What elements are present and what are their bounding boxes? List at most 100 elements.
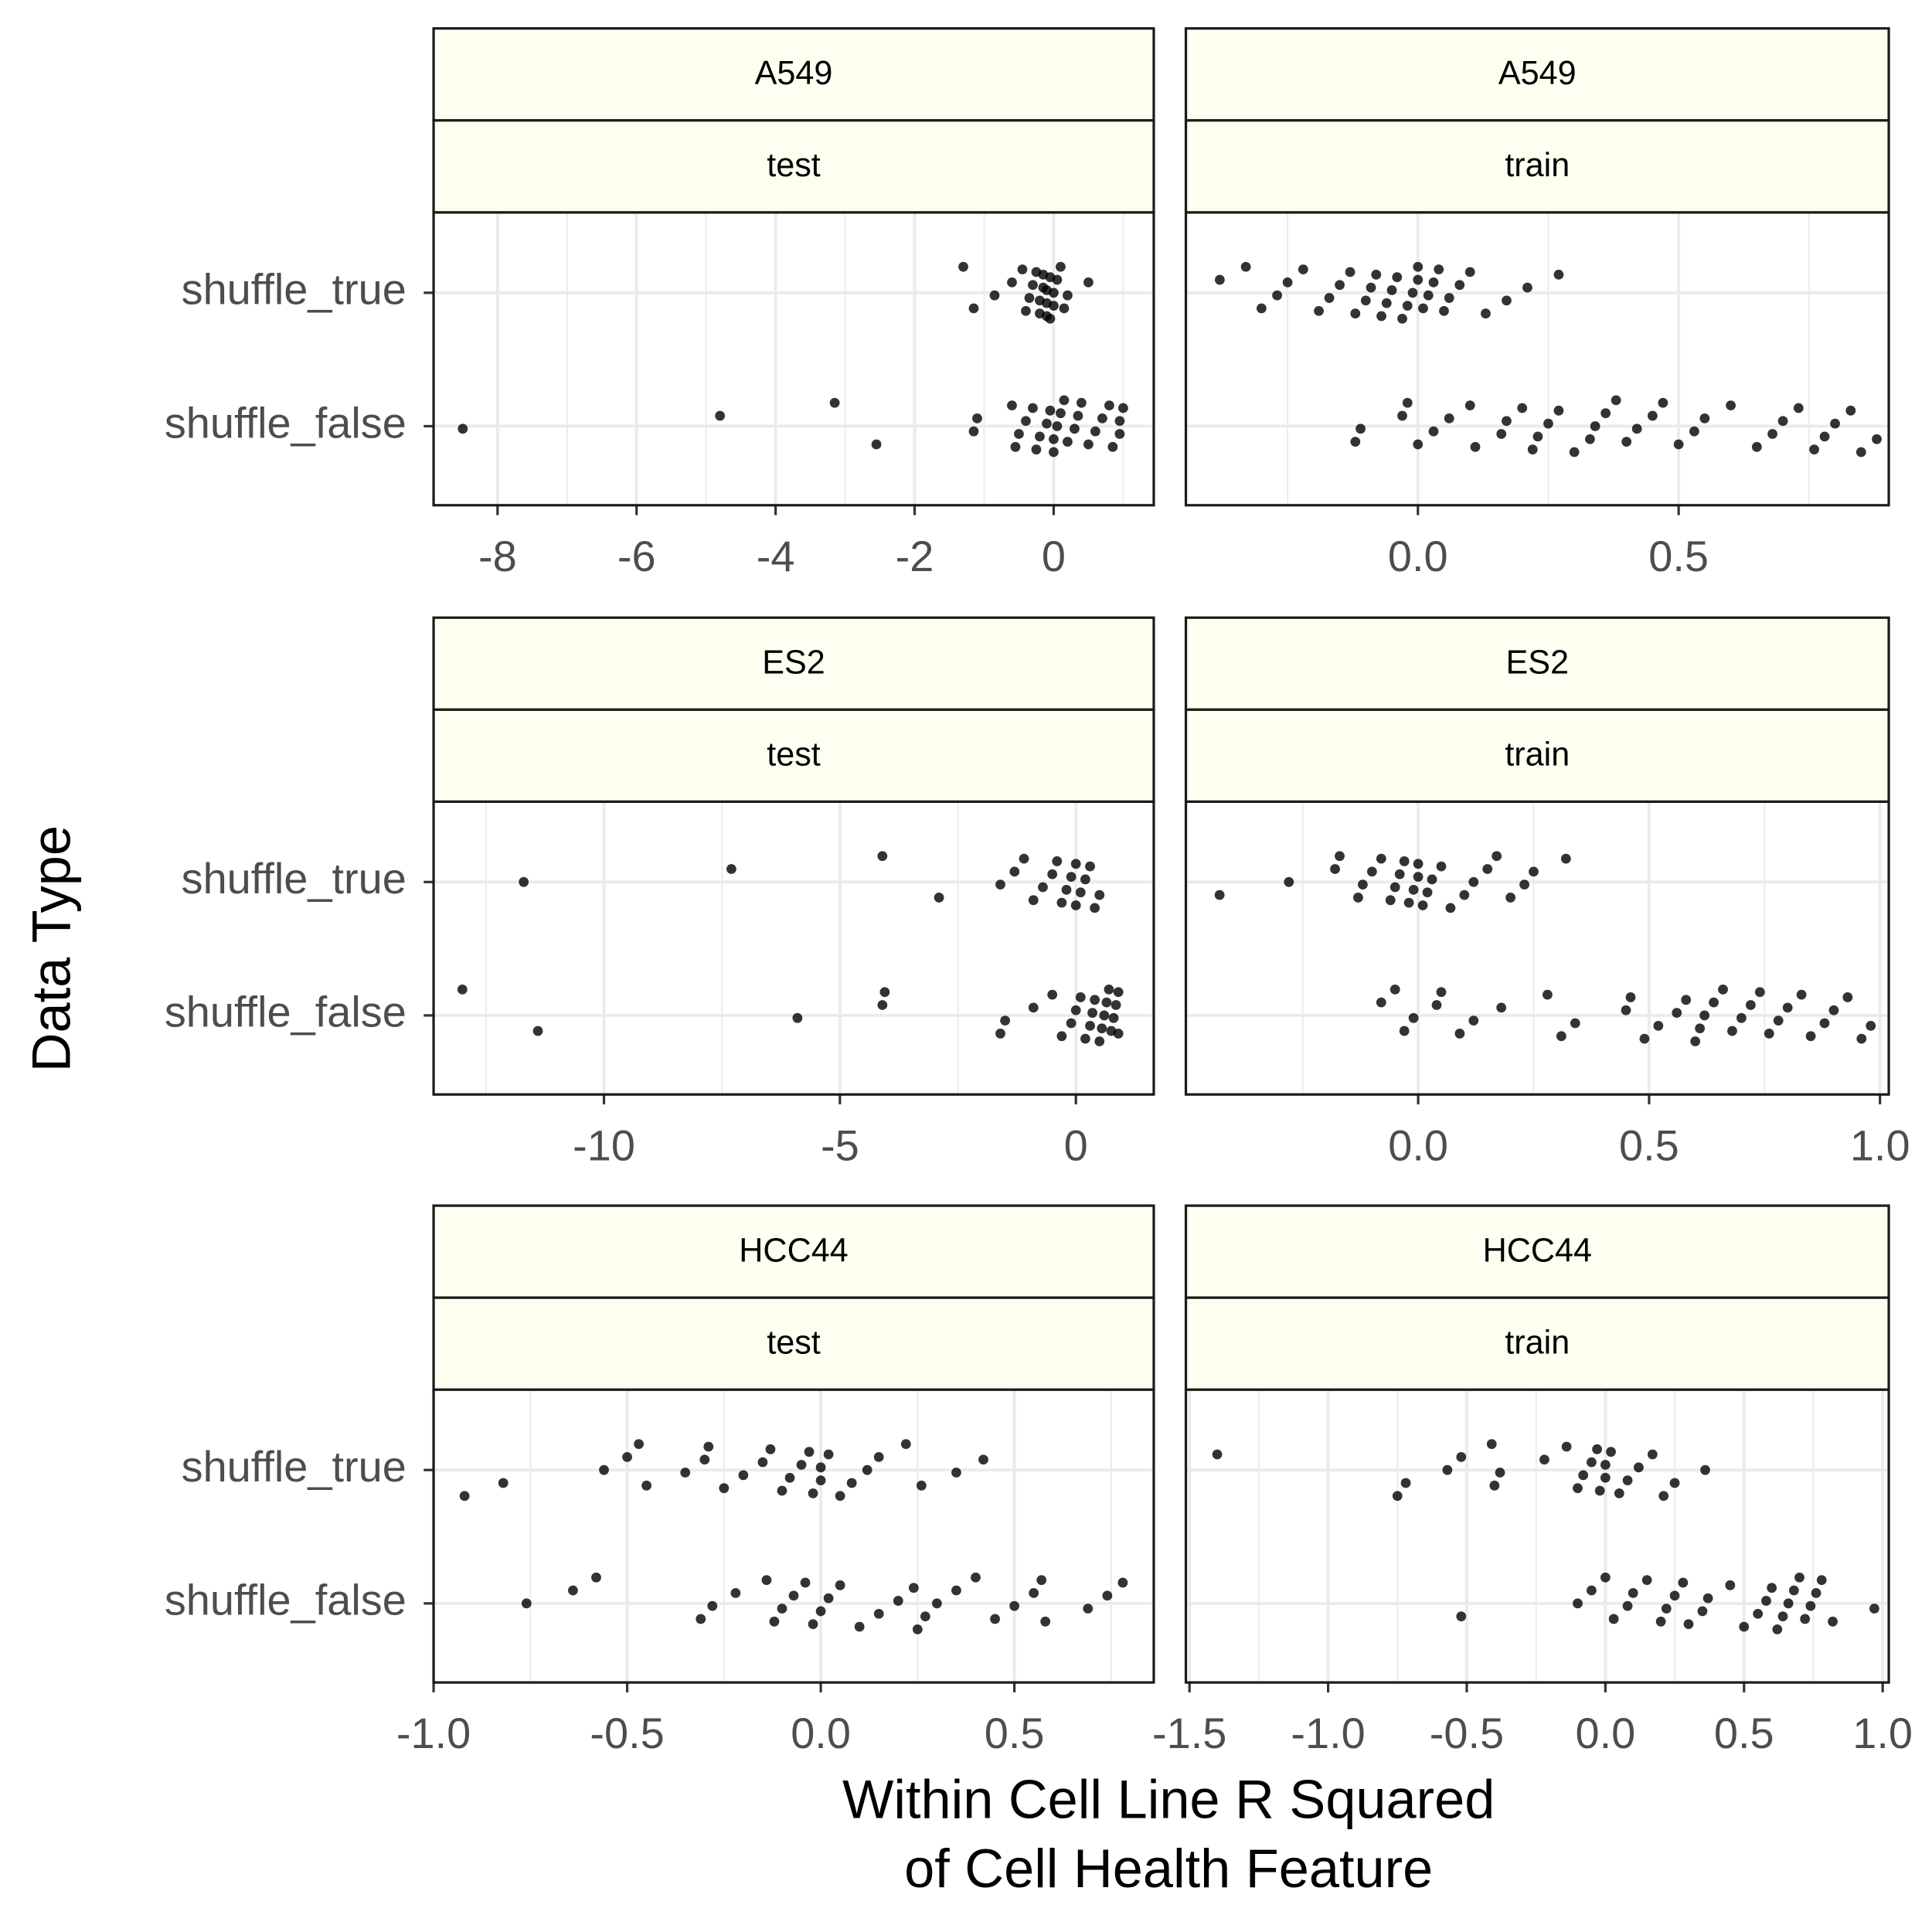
point — [1492, 851, 1502, 862]
point — [1214, 889, 1225, 900]
point — [1811, 1587, 1821, 1598]
point — [916, 1480, 927, 1491]
point — [835, 1491, 845, 1502]
point — [877, 1000, 888, 1010]
point — [519, 876, 529, 887]
panel-border — [432, 800, 1155, 1096]
point — [1094, 889, 1105, 900]
point — [1725, 1580, 1736, 1590]
point — [634, 1439, 644, 1449]
point — [1376, 997, 1386, 1008]
point — [1809, 444, 1819, 455]
point — [707, 1600, 718, 1611]
point — [1788, 1585, 1799, 1596]
point — [815, 1606, 826, 1617]
point — [1828, 1616, 1838, 1627]
point — [995, 1029, 1005, 1039]
point — [1783, 1598, 1794, 1609]
point — [1107, 441, 1118, 452]
strip-label: A549 — [1498, 55, 1577, 92]
point — [804, 1447, 815, 1458]
point — [893, 1596, 903, 1606]
point — [808, 1619, 818, 1630]
panel-border — [1184, 211, 1890, 507]
point — [1527, 444, 1538, 455]
point — [854, 1621, 865, 1632]
point — [1611, 395, 1621, 406]
point — [1678, 1577, 1689, 1588]
point — [521, 1598, 532, 1609]
point — [1641, 1575, 1652, 1585]
facet-strip — [432, 119, 1155, 214]
point — [457, 423, 468, 434]
x-tick-label: 1.0 — [1852, 1709, 1913, 1757]
panel-bg — [1185, 801, 1889, 1095]
point — [1600, 1460, 1611, 1470]
point — [1436, 987, 1447, 998]
panel-border — [432, 1388, 1155, 1684]
panel-bg — [1185, 212, 1889, 505]
point — [1056, 261, 1066, 272]
strip-label: test — [767, 147, 821, 184]
point — [1394, 869, 1405, 879]
point — [1104, 400, 1114, 411]
point — [912, 1624, 923, 1634]
point — [1080, 1033, 1090, 1044]
point — [1529, 866, 1539, 877]
point — [1021, 416, 1031, 427]
point — [1828, 1005, 1839, 1015]
x-axis-title: Within Cell Line R Squared — [842, 1768, 1495, 1829]
point — [1753, 1608, 1764, 1619]
point — [1639, 1033, 1650, 1044]
point — [1014, 429, 1024, 439]
point — [1539, 1454, 1549, 1465]
point — [1658, 1491, 1669, 1502]
point — [1049, 287, 1059, 298]
panel-border — [432, 211, 1155, 507]
point — [726, 864, 736, 874]
panel-bg — [434, 1389, 1154, 1683]
point — [1314, 305, 1324, 316]
point — [1517, 403, 1528, 413]
x-tick-label: 0 — [1064, 1121, 1088, 1169]
point — [1470, 441, 1481, 452]
point — [1570, 1018, 1580, 1029]
point — [1689, 426, 1699, 437]
point — [1697, 1606, 1708, 1617]
point — [1553, 405, 1564, 416]
point — [1772, 1624, 1783, 1634]
facet-strip — [432, 1296, 1155, 1391]
point — [1543, 989, 1553, 1000]
point — [1606, 1447, 1616, 1458]
point — [1819, 431, 1830, 442]
point — [1543, 418, 1553, 429]
point — [1413, 872, 1423, 882]
x-tick-label: -6 — [617, 532, 656, 580]
point — [1413, 859, 1423, 869]
point — [1090, 903, 1100, 913]
point — [1056, 897, 1067, 908]
point — [1070, 859, 1081, 869]
point — [1655, 1616, 1666, 1627]
point — [1031, 444, 1042, 455]
point — [1066, 872, 1077, 882]
strip-label: HCC44 — [739, 1232, 848, 1269]
point — [1417, 900, 1428, 910]
point — [1090, 995, 1100, 1005]
point — [1872, 434, 1882, 444]
point — [1751, 441, 1762, 452]
point — [1590, 421, 1600, 431]
point — [1594, 1485, 1605, 1496]
point — [1049, 447, 1059, 457]
strip-label: train — [1505, 736, 1570, 773]
point — [1028, 1002, 1039, 1013]
point — [1436, 861, 1447, 872]
point — [1385, 895, 1396, 906]
point — [1669, 1478, 1680, 1488]
point — [1049, 301, 1059, 311]
point — [1739, 1621, 1750, 1632]
point — [1114, 429, 1125, 439]
point — [1366, 866, 1377, 877]
point — [823, 1593, 834, 1604]
facet-strip — [432, 1204, 1155, 1299]
